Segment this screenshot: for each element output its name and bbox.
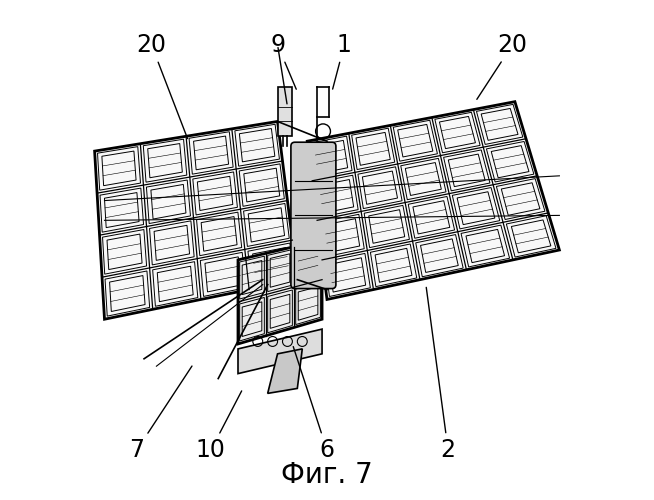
Polygon shape [238, 240, 322, 344]
Polygon shape [277, 87, 292, 136]
Text: 20: 20 [137, 33, 188, 138]
Text: Фиг. 7: Фиг. 7 [281, 461, 373, 489]
Text: 20: 20 [477, 33, 527, 100]
Text: 2: 2 [426, 288, 456, 462]
Text: 1: 1 [333, 33, 352, 89]
Text: 10: 10 [196, 391, 242, 462]
Polygon shape [95, 122, 298, 319]
Text: 6: 6 [293, 346, 334, 462]
Polygon shape [267, 349, 302, 394]
Text: 7: 7 [129, 366, 192, 462]
Polygon shape [238, 329, 322, 374]
Polygon shape [307, 102, 559, 300]
Text: 9: 9 [270, 33, 296, 89]
FancyBboxPatch shape [291, 142, 336, 288]
